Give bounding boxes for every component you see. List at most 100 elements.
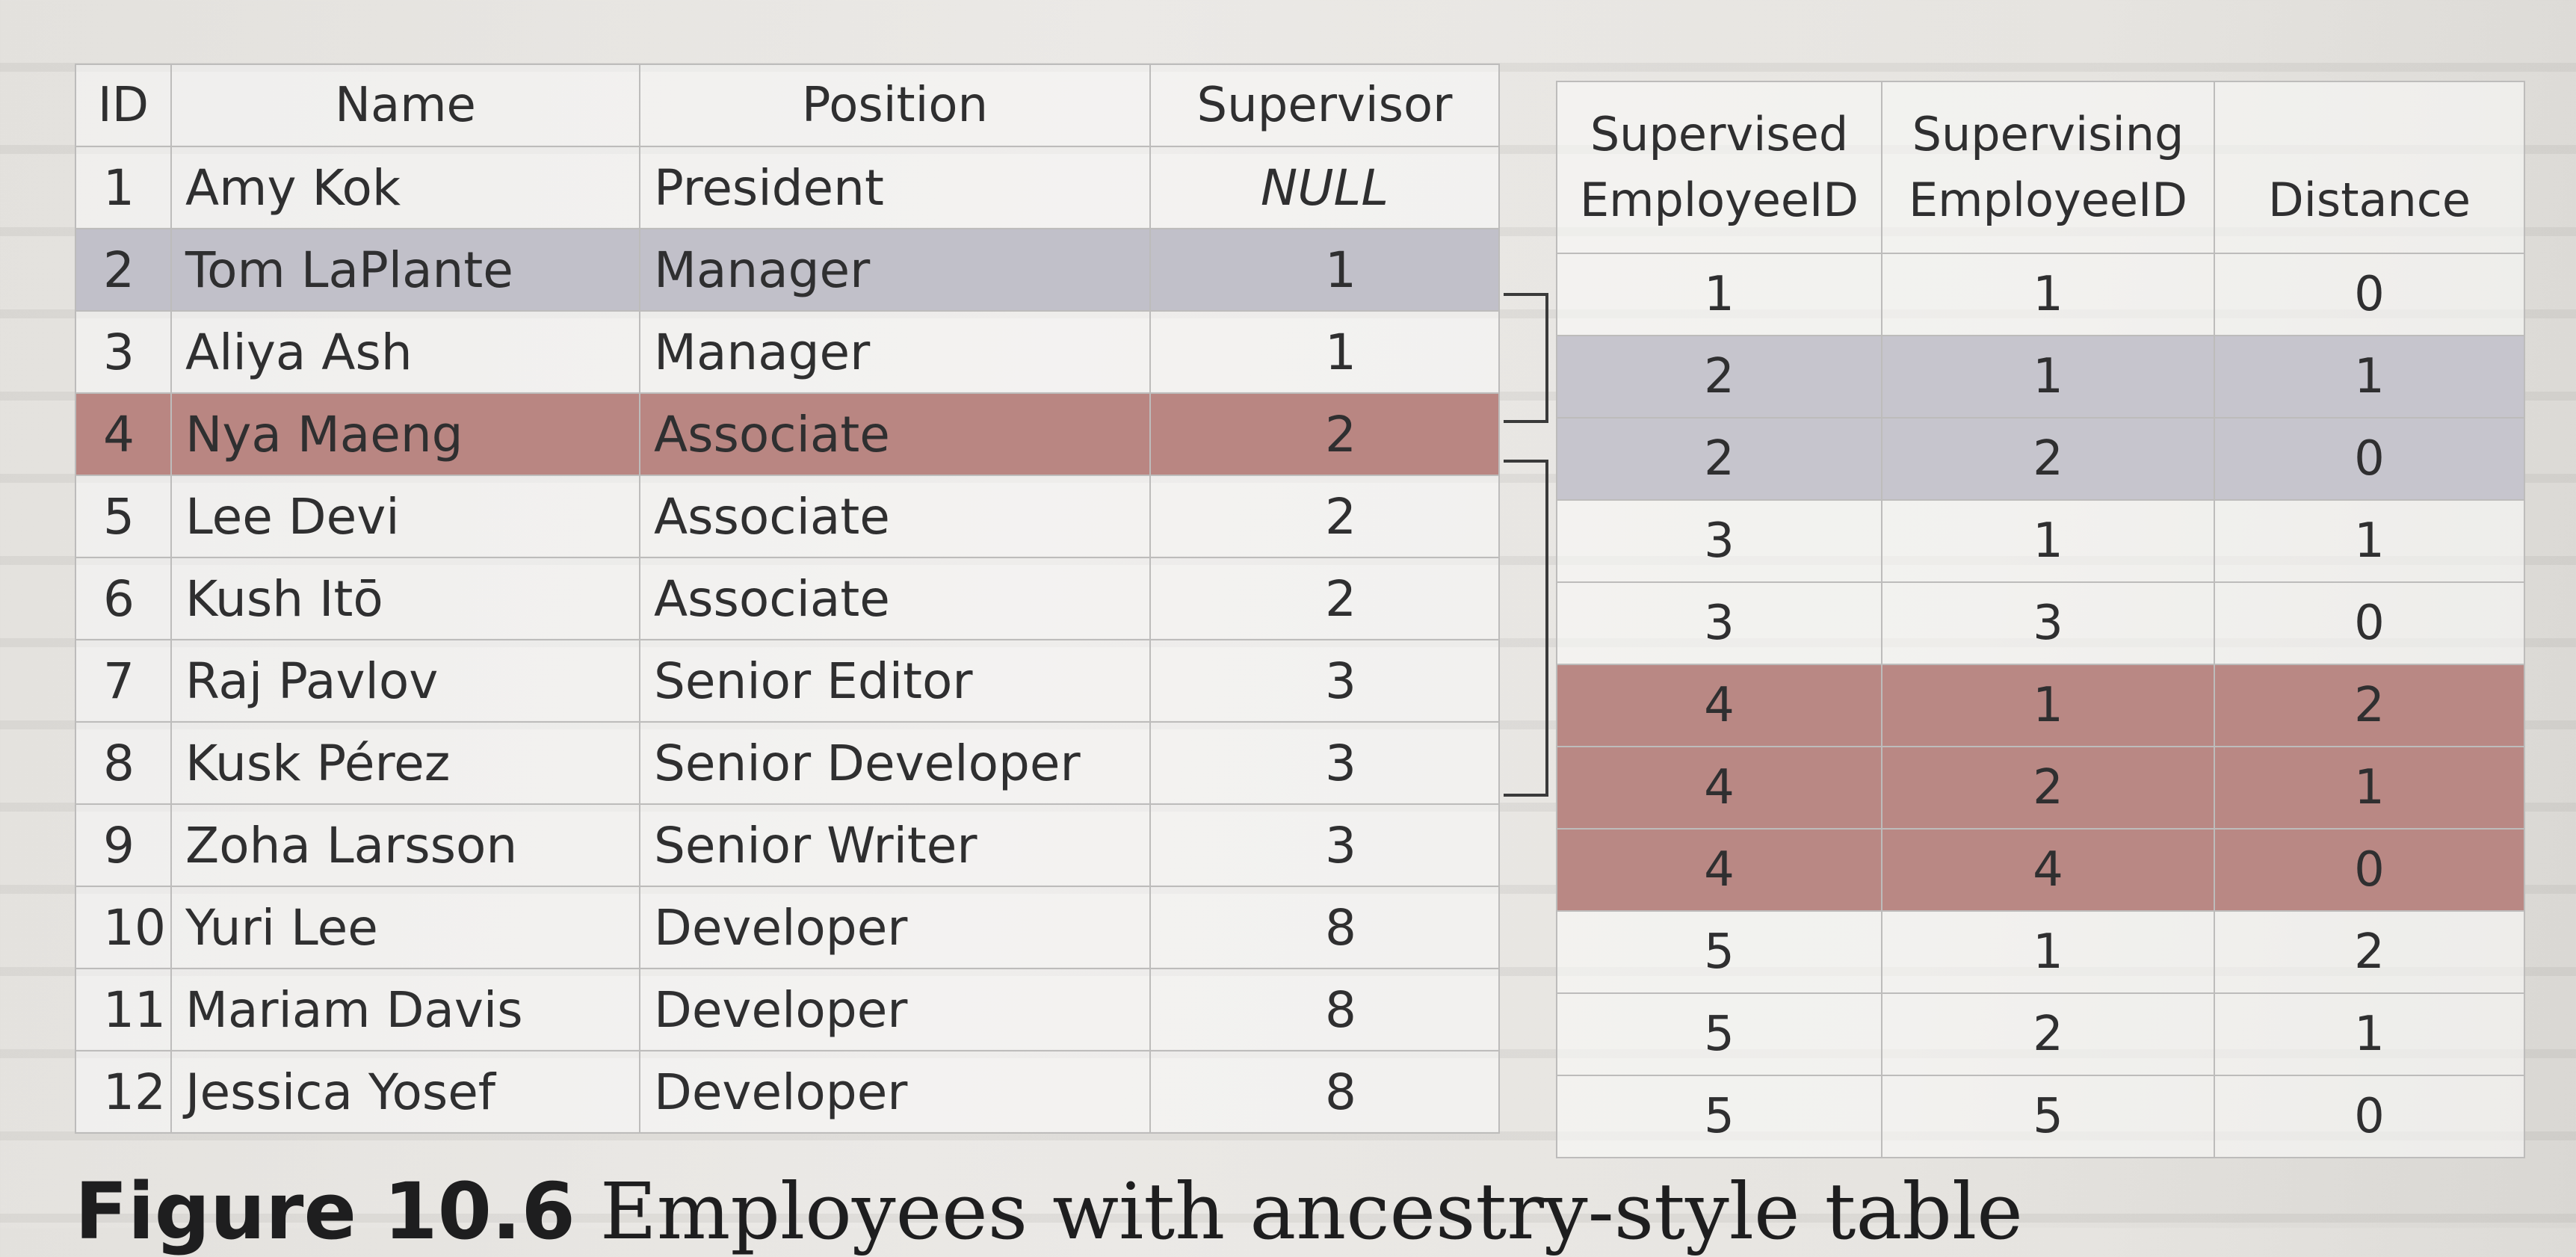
employee-position-cell: Developer: [639, 1050, 1151, 1134]
distance-cell: 1: [2214, 499, 2525, 583]
employee-id-cell: 8: [75, 721, 172, 805]
employee-position-cell: Senior Writer: [639, 803, 1151, 887]
employee-supervisor-cell: 1: [1149, 310, 1500, 394]
employee-supervisor-cell: 3: [1149, 721, 1500, 805]
employee-name-cell: Aliya Ash: [170, 310, 640, 394]
employee-id-cell: 6: [75, 557, 172, 640]
supervised-id-cell: 5: [1556, 992, 1882, 1076]
employee-supervisor-cell: 8: [1149, 968, 1500, 1051]
employee-row: 2 Tom LaPlante Manager 1: [75, 228, 1500, 312]
employee-id-cell: 11: [75, 968, 172, 1051]
employee-row: 9 Zoha Larsson Senior Writer 3: [75, 803, 1500, 887]
supervised-id-cell: 4: [1556, 664, 1882, 747]
employee-name-cell: Lee Devi: [170, 475, 640, 558]
distance-cell: 2: [2214, 664, 2525, 747]
employee-id-cell: 3: [75, 310, 172, 394]
supervising-id-cell: 5: [1881, 1075, 2215, 1158]
employee-name-cell: Kush Itō: [170, 557, 640, 640]
distance-cell: 1: [2214, 335, 2525, 419]
header-supervising-employeeid: Supervising EmployeeID: [1881, 81, 2215, 254]
employee-position-cell: President: [639, 146, 1151, 229]
header-position: Position: [639, 64, 1151, 147]
figure-caption: Figure 10.6 Employees with ancestry-styl…: [75, 1166, 2023, 1257]
employee-position-cell: Senior Developer: [639, 721, 1151, 805]
employee-row: 11 Mariam Davis Developer 8: [75, 968, 1500, 1051]
supervised-id-cell: 5: [1556, 1075, 1882, 1158]
employee-position-cell: Senior Editor: [639, 639, 1151, 723]
employee-row: 5 Lee Devi Associate 2: [75, 475, 1500, 558]
supervised-id-cell: 4: [1556, 746, 1882, 830]
employee-supervisor-cell: 1: [1149, 228, 1500, 312]
employee-name-cell: Jessica Yosef: [170, 1050, 640, 1134]
supervised-id-cell: 4: [1556, 828, 1882, 912]
employees-header-row: ID Name Position Supervisor: [75, 64, 1500, 147]
supervised-id-cell: 1: [1556, 253, 1882, 336]
employee-position-cell: Manager: [639, 228, 1151, 312]
employee-row: 6 Kush Itō Associate 2: [75, 557, 1500, 640]
link-bracket-red: [1504, 460, 1548, 797]
employee-supervisor-cell: 8: [1149, 1050, 1500, 1134]
header-supervised-employeeid: Supervised EmployeeID: [1556, 81, 1882, 254]
employee-name-cell: Zoha Larsson: [170, 803, 640, 887]
employee-row: 12 Jessica Yosef Developer 8: [75, 1050, 1500, 1134]
distance-cell: 0: [2214, 253, 2525, 336]
figure-caption-text: Employees with ancestry-style table: [599, 1166, 2023, 1257]
employee-supervisor-cell: NULL: [1149, 146, 1500, 229]
header-line: Supervising: [1912, 107, 2184, 161]
employee-row: 3 Aliya Ash Manager 1: [75, 310, 1500, 394]
link-bracket-gray: [1504, 293, 1548, 423]
employee-supervisor-cell: 3: [1149, 803, 1500, 887]
employee-name-cell: Tom LaPlante: [170, 228, 640, 312]
employees-body: 1 Amy Kok President NULL 2 Tom LaPlante Manage…: [75, 146, 1500, 1134]
supervising-id-cell: 1: [1881, 335, 2215, 419]
supervised-id-cell: 2: [1556, 335, 1882, 419]
employee-name-cell: Raj Pavlov: [170, 639, 640, 723]
header-distance: Distance: [2214, 81, 2525, 254]
supervised-id-cell: 5: [1556, 910, 1882, 994]
employee-name-cell: Mariam Davis: [170, 968, 640, 1051]
ancestry-header-row: Supervised EmployeeID Supervising Employ…: [1556, 81, 2525, 254]
header-line: EmployeeID: [1579, 173, 1859, 227]
distance-cell: 0: [2214, 828, 2525, 912]
employee-id-cell: 2: [75, 228, 172, 312]
employee-row: 8 Kusk Pérez Senior Developer 3: [75, 721, 1500, 805]
header-line: Supervised: [1590, 107, 1849, 161]
employee-supervisor-cell: 2: [1149, 475, 1500, 558]
distance-cell: 1: [2214, 746, 2525, 830]
supervising-id-cell: 1: [1881, 910, 2215, 994]
ancestry-table: Supervised EmployeeID Supervising Employ…: [1556, 81, 2525, 1158]
header-name: Name: [170, 64, 640, 147]
header-supervisor: Supervisor: [1149, 64, 1500, 147]
supervising-id-cell: 2: [1881, 992, 2215, 1076]
employee-name-cell: Yuri Lee: [170, 886, 640, 969]
supervising-id-cell: 2: [1881, 746, 2215, 830]
employee-row: 7 Raj Pavlov Senior Editor 3: [75, 639, 1500, 723]
supervising-id-cell: 1: [1881, 664, 2215, 747]
employee-row: 10 Yuri Lee Developer 8: [75, 886, 1500, 969]
distance-cell: 1: [2214, 992, 2525, 1076]
employee-id-cell: 1: [75, 146, 172, 229]
employee-row: 1 Amy Kok President NULL: [75, 146, 1500, 229]
employee-name-cell: Kusk Pérez: [170, 721, 640, 805]
employee-supervisor-cell: 8: [1149, 886, 1500, 969]
employee-position-cell: Associate: [639, 557, 1151, 640]
employee-name-cell: Nya Maeng: [170, 392, 640, 476]
supervising-id-cell: 1: [1881, 253, 2215, 336]
employee-id-cell: 4: [75, 392, 172, 476]
employee-id-cell: 9: [75, 803, 172, 887]
employee-position-cell: Developer: [639, 886, 1151, 969]
employee-row: 4 Nya Maeng Associate 2: [75, 392, 1500, 476]
employees-table: ID Name Position Supervisor 1 Amy Kok Pres…: [75, 64, 1500, 1134]
header-line: [2216, 102, 2523, 167]
distance-cell: 0: [2214, 1075, 2525, 1158]
supervising-id-cell: 1: [1881, 499, 2215, 583]
header-line: Distance: [2267, 173, 2471, 227]
